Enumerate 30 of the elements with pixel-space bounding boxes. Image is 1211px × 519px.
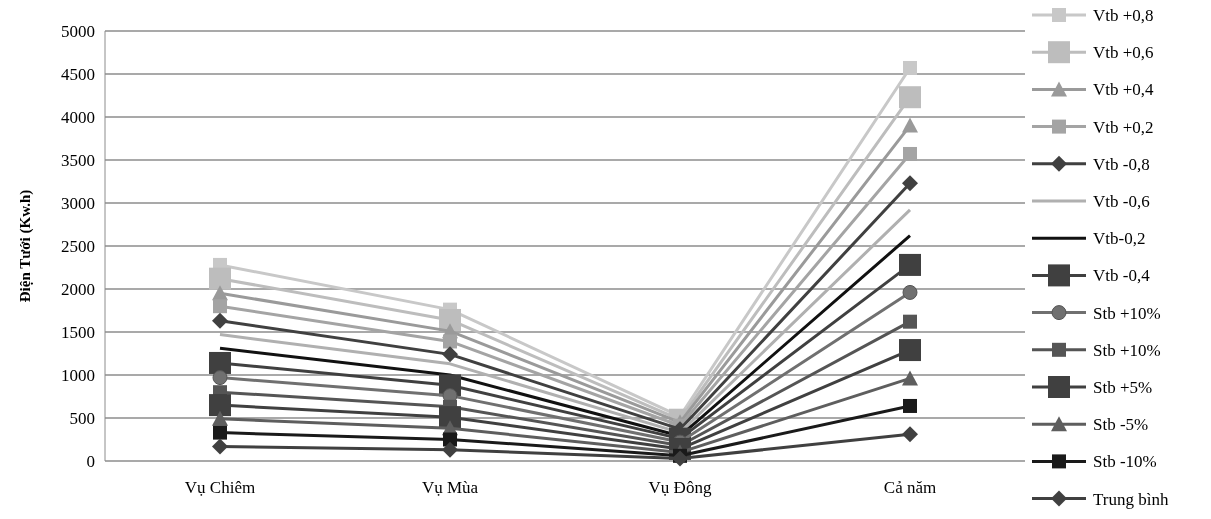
x-tick-label: Vụ Chiêm: [184, 478, 256, 497]
legend-label: Vtb +0,8: [1093, 5, 1154, 25]
y-tick-label: 4500: [61, 64, 95, 84]
legend-label: Stb +10%: [1093, 303, 1161, 323]
y-tick-label: 3500: [61, 150, 95, 170]
y-tick-label: 1500: [61, 322, 95, 342]
legend-label: Trung bình: [1093, 489, 1169, 509]
y-tick-label: 2000: [61, 279, 95, 299]
y-tick-label: 4000: [61, 107, 95, 127]
y-tick-label: 500: [69, 408, 95, 428]
y-tick-label: 5000: [61, 21, 95, 41]
y-tick-label: 0: [86, 451, 95, 471]
x-tick-label: Vụ Mùa: [421, 478, 479, 497]
legend-label: Vtb +0,2: [1093, 117, 1154, 137]
legend-label: Stb +5%: [1093, 377, 1153, 397]
y-tick-label: 2500: [61, 236, 95, 256]
legend-label: Vtb -0,6: [1093, 191, 1150, 211]
y-axis-title: Điện Tưới (Kw.h): [17, 189, 34, 303]
x-tick-label: Vụ Đông: [648, 478, 712, 497]
legend-label: Vtb -0,4: [1093, 266, 1151, 286]
x-tick-label: Cả năm: [883, 478, 937, 497]
legend-label: Vtb +0,6: [1093, 43, 1154, 63]
y-tick-label: 3000: [61, 193, 95, 213]
legend-label: Vtb +0,4: [1093, 80, 1155, 100]
legend-label: Stb -5%: [1093, 415, 1149, 435]
legend-label: Vtb-0,2: [1093, 229, 1146, 249]
y-tick-label: 1000: [61, 365, 95, 385]
legend-label: Stb +10%: [1093, 340, 1161, 360]
legend-label: Stb -10%: [1093, 452, 1157, 472]
legend-label: Vtb -0,8: [1093, 154, 1150, 174]
